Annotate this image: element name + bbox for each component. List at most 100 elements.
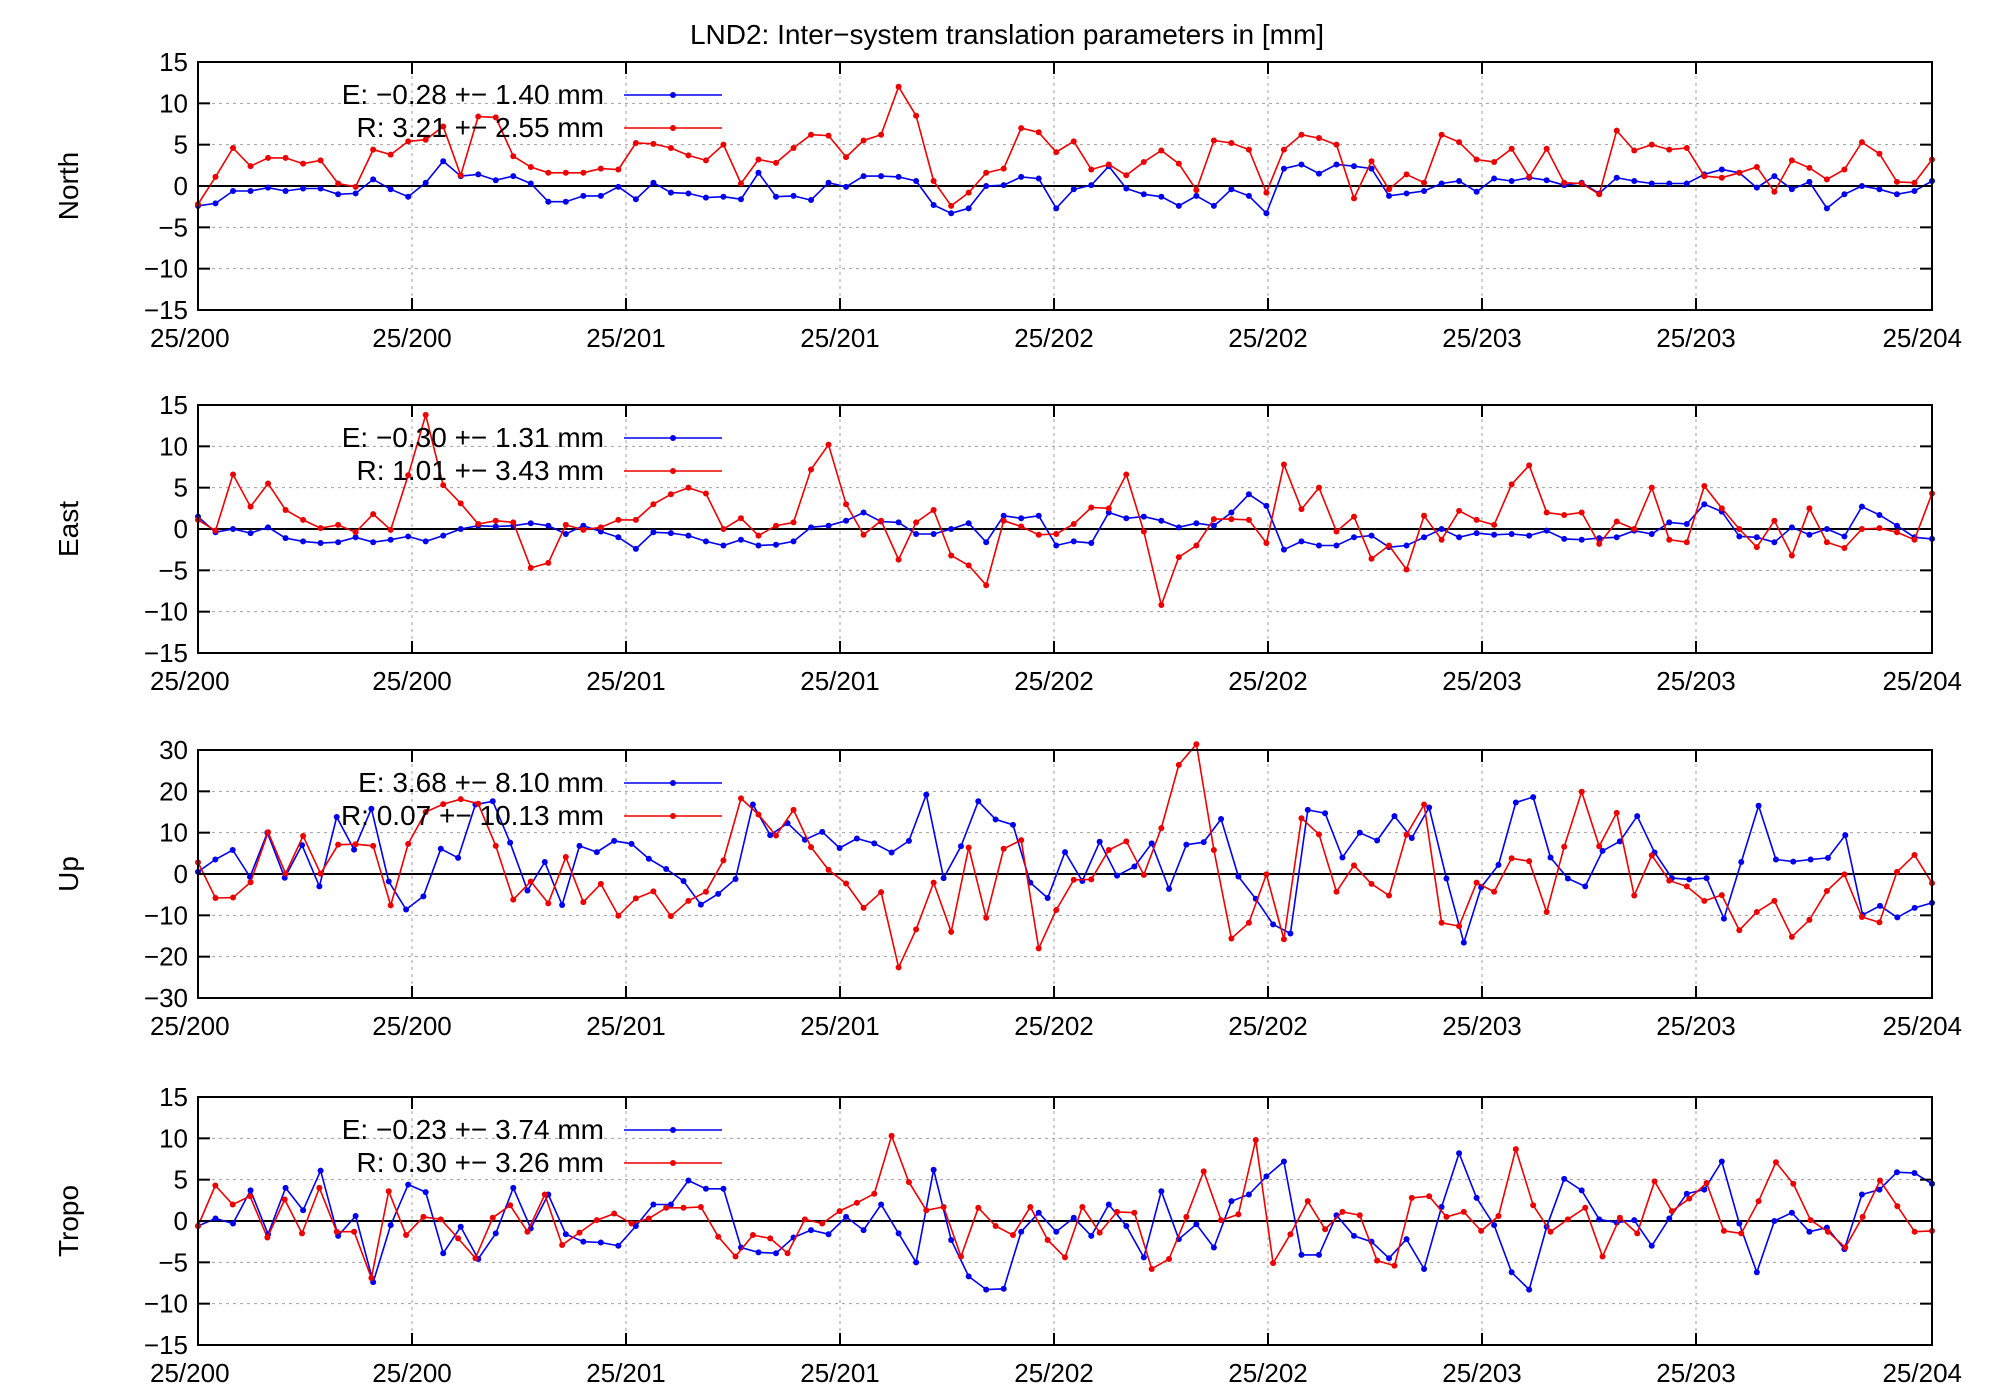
legend-marker (670, 435, 676, 441)
data-point (1200, 1168, 1207, 1175)
data-point (667, 189, 674, 196)
data-point (1245, 491, 1252, 498)
data-point (440, 801, 447, 808)
data-point (580, 169, 587, 176)
data-point (1096, 838, 1103, 845)
panels: 15 10 5 0 −10 −15 −5 25/200 25/200 25/201 25/201 25… (53, 47, 1962, 1388)
data-point (825, 866, 832, 873)
data-point (808, 524, 815, 531)
data-point (1368, 158, 1375, 165)
data-point (923, 1207, 930, 1214)
data-point (1806, 531, 1813, 538)
data-point (545, 900, 552, 907)
data-point (732, 875, 739, 882)
data-point (212, 1182, 219, 1189)
data-point (930, 202, 937, 209)
data-point (1578, 788, 1585, 795)
data-point (1175, 524, 1182, 531)
data-point (1403, 566, 1410, 573)
data-point (628, 1220, 635, 1227)
data-point (1683, 144, 1690, 151)
data-point (524, 887, 531, 894)
data-point (457, 526, 464, 532)
data-point (1753, 534, 1760, 541)
data-point (1105, 1201, 1112, 1208)
data-point (1701, 173, 1708, 180)
data-point (825, 441, 832, 448)
data-point (1053, 542, 1060, 549)
x-tick-label: 25/200 (372, 1358, 452, 1388)
data-point (1755, 802, 1762, 809)
data-point (663, 1204, 670, 1211)
data-point (440, 123, 447, 130)
data-point (702, 1185, 709, 1192)
data-point (1460, 939, 1467, 946)
data-point (1841, 871, 1848, 878)
data-point (1105, 847, 1112, 854)
data-point (685, 897, 692, 904)
data-point (1701, 897, 1708, 904)
data-point (562, 169, 569, 176)
data-point (773, 522, 779, 529)
data-point (1911, 179, 1918, 186)
data-point (1456, 1150, 1463, 1157)
data-point (352, 841, 359, 848)
y-tick-label: 0 (174, 514, 188, 544)
series-line (197, 1150, 1933, 1292)
data-point (1718, 505, 1725, 512)
data-point (1193, 520, 1200, 527)
data-point (1368, 532, 1375, 539)
data-point (1438, 919, 1445, 926)
data-point (1426, 1193, 1433, 1200)
data-point (1123, 1222, 1130, 1229)
data-point (1478, 1227, 1485, 1234)
data-point (965, 205, 972, 212)
data-point (580, 899, 587, 906)
data-point (930, 530, 937, 537)
data-point (559, 1241, 566, 1248)
data-point (755, 811, 762, 818)
data-point (878, 1201, 885, 1208)
data-point (1530, 794, 1537, 801)
x-tick-label: 25/201 (800, 666, 880, 696)
data-point (1911, 851, 1918, 858)
data-point (230, 526, 237, 532)
x-tick-label: 25/203 (1656, 323, 1736, 353)
data-point (948, 210, 955, 217)
data-point (492, 523, 499, 530)
data-point (1175, 160, 1182, 167)
data-point (1263, 189, 1270, 196)
data-point (1263, 210, 1270, 217)
data-point (1616, 1214, 1623, 1221)
data-point (790, 192, 797, 199)
data-point (1421, 534, 1428, 541)
data-point (1131, 1209, 1138, 1216)
x-tick-label: 25/200 (150, 666, 230, 696)
data-point (1631, 1217, 1638, 1224)
data-point (1210, 847, 1217, 854)
series-r (195, 1132, 1935, 1282)
data-point (212, 894, 219, 901)
data-point (1210, 202, 1217, 209)
data-point (247, 163, 254, 170)
series-line (197, 84, 1933, 207)
data-point (1876, 1177, 1883, 1184)
data-point (860, 173, 867, 180)
data-point (1578, 180, 1585, 187)
data-point (1062, 1254, 1068, 1261)
data-point (352, 534, 359, 541)
data-point (1088, 540, 1095, 547)
data-point (422, 136, 429, 143)
y-tick-label: 0 (174, 1206, 188, 1236)
legend-marker (670, 468, 676, 474)
data-point (212, 1215, 219, 1222)
data-point (965, 520, 972, 527)
data-point (1280, 146, 1287, 153)
data-point (422, 1189, 429, 1196)
data-point (1315, 484, 1322, 491)
data-point (333, 1228, 340, 1235)
data-point (965, 1273, 972, 1280)
data-point (457, 172, 464, 179)
